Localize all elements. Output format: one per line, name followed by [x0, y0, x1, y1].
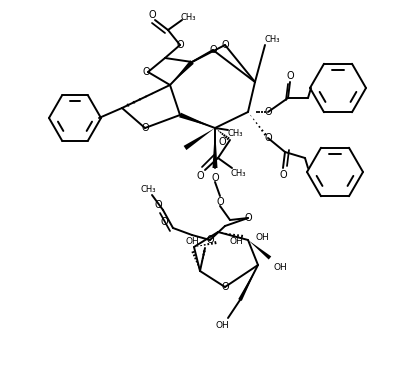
Text: O: O — [264, 107, 272, 117]
Text: OH: OH — [273, 264, 287, 273]
Text: O: O — [142, 67, 150, 77]
Text: O: O — [176, 40, 184, 50]
Text: O: O — [209, 45, 217, 55]
Text: CH₃: CH₃ — [265, 36, 281, 44]
Polygon shape — [248, 240, 271, 259]
Text: CH₃: CH₃ — [230, 169, 246, 178]
Text: O: O — [196, 171, 204, 181]
Text: CH₃: CH₃ — [180, 12, 196, 22]
Polygon shape — [179, 113, 215, 128]
Polygon shape — [213, 128, 218, 168]
Text: O: O — [211, 173, 219, 183]
Text: O: O — [218, 137, 226, 147]
Text: OH: OH — [215, 320, 229, 330]
Text: CH₃: CH₃ — [227, 129, 243, 137]
Text: O: O — [221, 282, 229, 292]
Text: O: O — [148, 10, 156, 20]
Text: O: O — [154, 200, 162, 210]
Text: O: O — [264, 133, 272, 143]
Text: O: O — [279, 170, 287, 180]
Text: O: O — [221, 40, 229, 50]
Polygon shape — [170, 60, 194, 85]
Text: O: O — [141, 123, 149, 133]
Text: O: O — [216, 197, 224, 207]
Text: OH: OH — [255, 232, 269, 242]
Polygon shape — [183, 128, 215, 150]
Polygon shape — [238, 265, 258, 301]
Text: OH: OH — [185, 237, 199, 245]
Text: CH₃: CH₃ — [140, 186, 156, 195]
Text: O: O — [206, 235, 214, 245]
Text: OH: OH — [229, 237, 243, 247]
Text: O: O — [161, 217, 168, 227]
Text: O: O — [244, 213, 252, 223]
Text: O: O — [286, 71, 294, 81]
